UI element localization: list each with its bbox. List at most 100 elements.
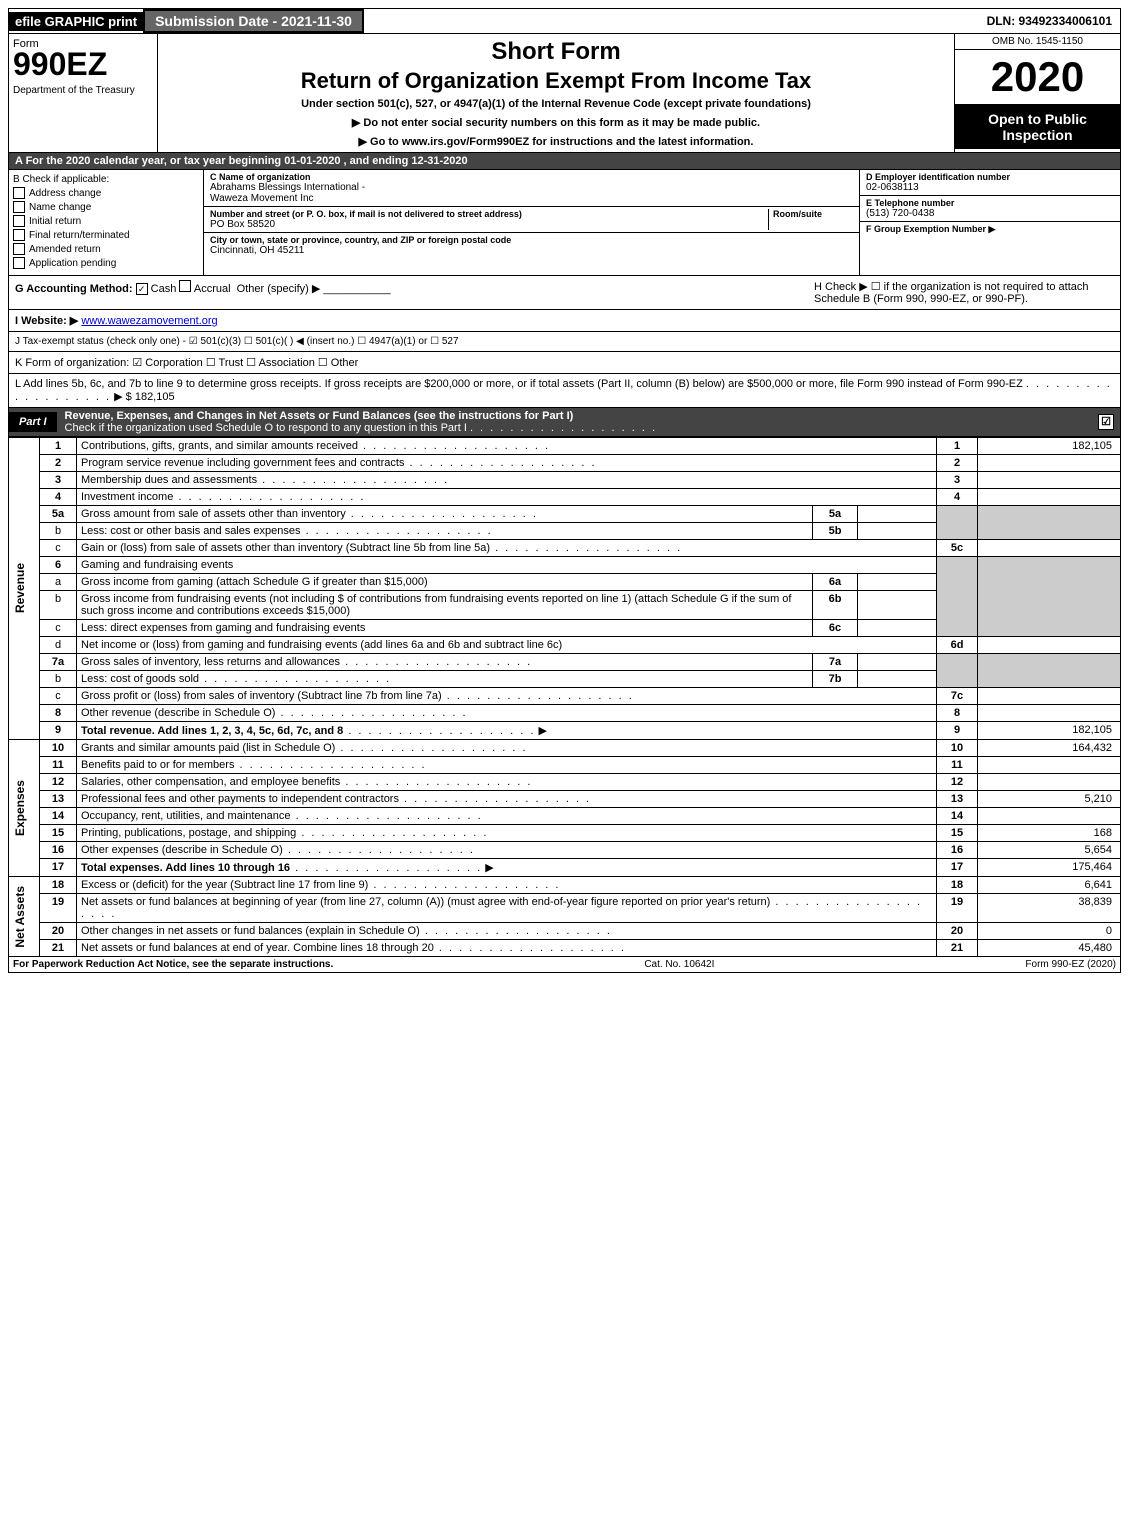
line-13-desc: Professional fees and other payments to … <box>81 793 399 805</box>
line-14-val <box>978 808 1121 825</box>
submission-date-label: Submission Date - 2021-11-30 <box>143 9 364 33</box>
line-21-val: 45,480 <box>978 940 1121 957</box>
line-6d-desc: Net income or (loss) from gaming and fun… <box>81 639 562 651</box>
line-12-val <box>978 774 1121 791</box>
line-1-desc: Contributions, gifts, grants, and simila… <box>81 440 358 452</box>
ein-value: 02-0638113 <box>866 182 1114 193</box>
checkbox-initial-return[interactable] <box>13 215 25 227</box>
goto-label: ▶ Go to www.irs.gov/Form990EZ for instru… <box>359 136 754 148</box>
top-bar: efile GRAPHIC print Submission Date - 20… <box>8 8 1121 34</box>
box-i: I Website: ▶ www.wawezamovement.org <box>8 310 1121 332</box>
line-2-desc: Program service revenue including govern… <box>81 457 404 469</box>
checkbox-accrual[interactable] <box>179 280 191 292</box>
box-g-label: G Accounting Method: <box>15 283 133 295</box>
form-number: 990EZ <box>13 50 153 79</box>
box-g: G Accounting Method: ✓ Cash Accrual Othe… <box>15 280 391 305</box>
part1-subtitle: Check if the organization used Schedule … <box>65 422 467 434</box>
line-6b-midval <box>858 591 937 620</box>
line-1-val: 182,105 <box>978 438 1121 455</box>
line-19-desc: Net assets or fund balances at beginning… <box>81 896 770 908</box>
part1-lines-table: Revenue 1 Contributions, gifts, grants, … <box>8 437 1121 957</box>
line-8-val <box>978 705 1121 722</box>
main-title: Return of Organization Exempt From Incom… <box>166 68 946 94</box>
line-4-val <box>978 489 1121 506</box>
header-center: Short Form Return of Organization Exempt… <box>158 34 954 152</box>
line-14-desc: Occupancy, rent, utilities, and maintena… <box>81 810 291 822</box>
under-section-text: Under section 501(c), 527, or 4947(a)(1)… <box>166 98 946 110</box>
box-j: J Tax-exempt status (check only one) - ☑… <box>8 332 1121 352</box>
tax-year: 2020 <box>955 50 1120 105</box>
omb-number: OMB No. 1545-1150 <box>955 34 1120 50</box>
label-name-change: Name change <box>29 202 91 213</box>
box-d-label: D Employer identification number <box>866 172 1114 182</box>
phone-value: (513) 720-0438 <box>866 208 1114 219</box>
line-15-desc: Printing, publications, postage, and shi… <box>81 827 296 839</box>
box-def: D Employer identification number 02-0638… <box>859 170 1120 275</box>
line-11-val <box>978 757 1121 774</box>
line-2-val <box>978 455 1121 472</box>
dept-label: Department of the Treasury <box>13 85 153 96</box>
short-form-title: Short Form <box>166 38 946 66</box>
no-ssn-text: ▶ Do not enter social security numbers o… <box>166 116 946 129</box>
vlabel-revenue: Revenue <box>9 438 40 740</box>
checkbox-name-change[interactable] <box>13 201 25 213</box>
checkbox-amended-return[interactable] <box>13 243 25 255</box>
box-c: C Name of organization Abrahams Blessing… <box>204 170 859 275</box>
line-16-val: 5,654 <box>978 842 1121 859</box>
box-c-name-label: C Name of organization <box>210 172 853 182</box>
checkbox-final-return[interactable] <box>13 229 25 241</box>
line-20-val: 0 <box>978 923 1121 940</box>
box-l-text: L Add lines 5b, 6c, and 7b to line 9 to … <box>15 378 1023 390</box>
vlabel-expenses: Expenses <box>9 740 40 877</box>
line-10-desc: Grants and similar amounts paid (list in… <box>81 742 335 754</box>
label-other: Other (specify) ▶ <box>237 283 321 295</box>
box-b-label: B Check if applicable: <box>13 174 199 185</box>
label-cash: Cash <box>151 283 177 295</box>
header-right: OMB No. 1545-1150 2020 Open to Public In… <box>954 34 1120 152</box>
line-5a-midval <box>858 506 937 523</box>
box-c-city-label: City or town, state or province, country… <box>210 235 853 245</box>
line-6a-desc: Gross income from gaming (attach Schedul… <box>81 576 428 588</box>
checkbox-application-pending[interactable] <box>13 257 25 269</box>
line-6b-desc: Gross income from fundraising events (no… <box>81 593 791 617</box>
header-left: Form 990EZ Department of the Treasury <box>9 34 158 152</box>
part1-tag: Part I <box>9 412 57 432</box>
line-7b-midval <box>858 671 937 688</box>
box-c-room-label: Room/suite <box>773 209 853 219</box>
line-6c-midval <box>858 620 937 637</box>
line-20-desc: Other changes in net assets or fund bala… <box>81 925 420 937</box>
line-18-desc: Excess or (deficit) for the year (Subtra… <box>81 879 368 891</box>
part1-checkbox[interactable]: ☑ <box>1098 414 1114 430</box>
line-5b-midval <box>858 523 937 540</box>
website-link[interactable]: www.wawezamovement.org <box>81 315 217 327</box>
line-7a-midval <box>858 654 937 671</box>
line-rnum: 1 <box>937 438 978 455</box>
box-e-label: E Telephone number <box>866 198 1114 208</box>
box-h-text: H Check ▶ ☐ if the organization is not r… <box>814 280 1114 305</box>
label-accrual: Accrual <box>194 283 231 295</box>
box-b: B Check if applicable: Address change Na… <box>9 170 204 275</box>
line-7c-val <box>978 688 1121 705</box>
checkbox-cash[interactable]: ✓ <box>136 283 148 295</box>
form-header: Form 990EZ Department of the Treasury Sh… <box>8 34 1121 153</box>
part1-title: Revenue, Expenses, and Changes in Net As… <box>57 408 1098 436</box>
box-l: L Add lines 5b, 6c, and 7b to line 9 to … <box>8 374 1121 408</box>
line-num: 1 <box>40 438 77 455</box>
box-k: K Form of organization: ☑ Corporation ☐ … <box>8 352 1121 374</box>
line-7c-desc: Gross profit or (loss) from sales of inv… <box>81 690 442 702</box>
line-4-desc: Investment income <box>81 491 173 503</box>
line-8-desc: Other revenue (describe in Schedule O) <box>81 707 275 719</box>
line-6d-val <box>978 637 1121 654</box>
line-19-val: 38,839 <box>978 894 1121 923</box>
line-3-val <box>978 472 1121 489</box>
line-10-val: 164,432 <box>978 740 1121 757</box>
line-3-desc: Membership dues and assessments <box>81 474 257 486</box>
checkbox-address-change[interactable] <box>13 187 25 199</box>
line-11-desc: Benefits paid to or for members <box>81 759 234 771</box>
vlabel-netassets: Net Assets <box>9 877 40 957</box>
line-7a-desc: Gross sales of inventory, less returns a… <box>81 656 340 668</box>
dln-label: DLN: 93492334006101 <box>979 12 1120 30</box>
footer-left: For Paperwork Reduction Act Notice, see … <box>13 959 333 970</box>
line-7b-desc: Less: cost of goods sold <box>81 673 199 685</box>
goto-text: ▶ Go to www.irs.gov/Form990EZ for instru… <box>166 135 946 148</box>
